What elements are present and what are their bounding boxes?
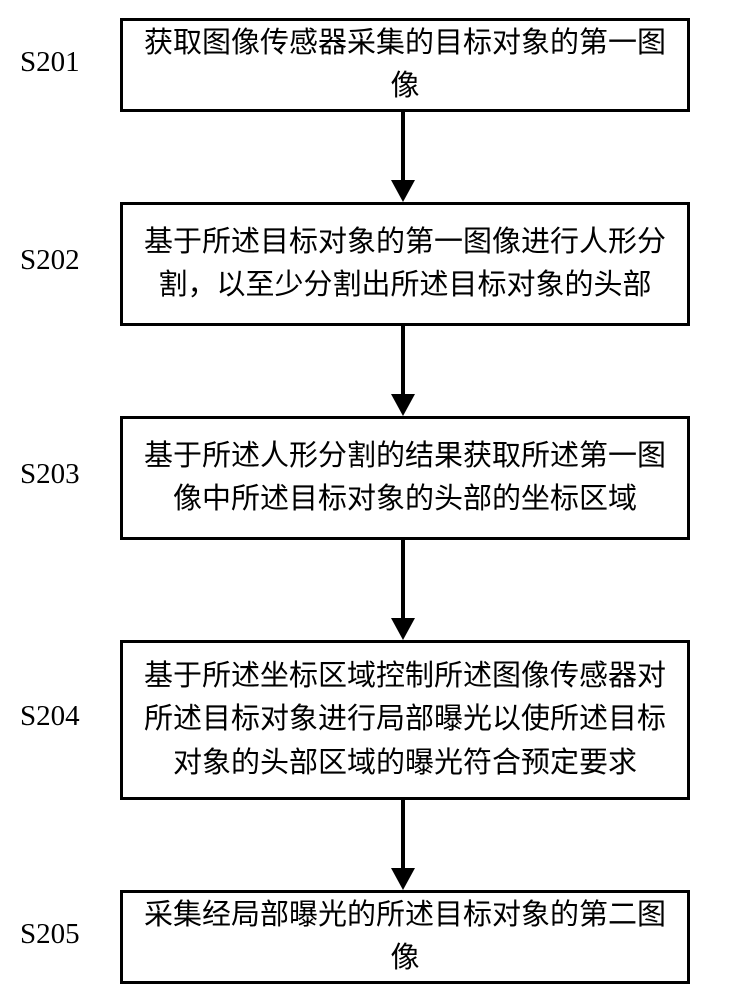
arrow-head-icon	[391, 618, 415, 640]
flowchart-node-s202: 基于所述目标对象的第一图像进行人形分割，以至少分割出所述目标对象的头部	[120, 202, 690, 326]
arrow-shaft	[401, 112, 405, 180]
arrow-shaft	[401, 540, 405, 618]
node-text: 获取图像传感器采集的目标对象的第一图像	[141, 22, 669, 109]
node-text: 采集经局部曝光的所述目标对象的第二图像	[141, 894, 669, 981]
node-text: 基于所述坐标区域控制所述图像传感器对所述目标对象进行局部曝光以使所述目标对象的头…	[141, 655, 669, 786]
arrow-head-icon	[391, 868, 415, 890]
flowchart-node-s203: 基于所述人形分割的结果获取所述第一图像中所述目标对象的头部的坐标区域	[120, 416, 690, 540]
flowchart-canvas: 获取图像传感器采集的目标对象的第一图像 基于所述目标对象的第一图像进行人形分割，…	[0, 0, 730, 1000]
arrow-head-icon	[391, 394, 415, 416]
flowchart-node-s201: 获取图像传感器采集的目标对象的第一图像	[120, 18, 690, 112]
step-label-s204: S204	[20, 700, 80, 733]
flowchart-node-s205: 采集经局部曝光的所述目标对象的第二图像	[120, 890, 690, 984]
arrow-shaft	[401, 326, 405, 394]
step-label-s203: S203	[20, 458, 80, 491]
arrow-head-icon	[391, 180, 415, 202]
step-label-s201: S201	[20, 46, 80, 79]
node-text: 基于所述目标对象的第一图像进行人形分割，以至少分割出所述目标对象的头部	[141, 221, 669, 308]
step-label-s202: S202	[20, 244, 80, 277]
step-label-s205: S205	[20, 918, 80, 951]
node-text: 基于所述人形分割的结果获取所述第一图像中所述目标对象的头部的坐标区域	[141, 435, 669, 522]
arrow-shaft	[401, 800, 405, 868]
flowchart-node-s204: 基于所述坐标区域控制所述图像传感器对所述目标对象进行局部曝光以使所述目标对象的头…	[120, 640, 690, 800]
